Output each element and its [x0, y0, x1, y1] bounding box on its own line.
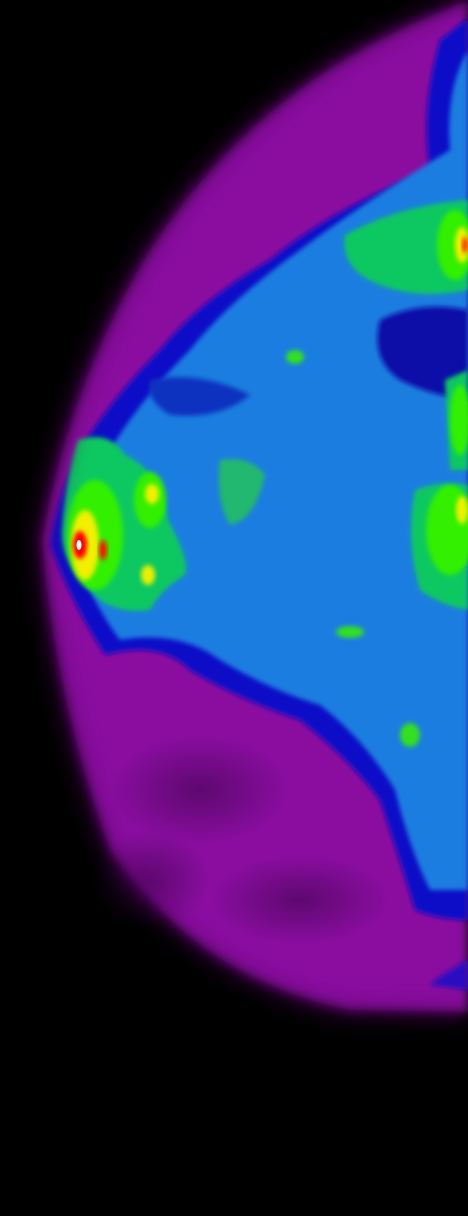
density-low-region — [430, 960, 468, 990]
density-higher-spot — [455, 227, 468, 263]
density-high-spot — [286, 350, 304, 364]
density-mid-region — [344, 200, 468, 294]
density-peak-spot — [462, 237, 468, 253]
tissue-edge-glow — [34, 0, 468, 1019]
density-max-spot — [76, 540, 82, 550]
shade-area — [110, 735, 290, 845]
shade-area — [210, 855, 390, 945]
density-high-spot — [450, 385, 468, 455]
density-high-spot — [400, 723, 420, 747]
density-higher-spot — [456, 496, 468, 524]
density-peak-spot — [99, 540, 107, 560]
density-low-streak — [149, 377, 250, 416]
density-high-spot — [437, 210, 468, 280]
density-higher-spot — [145, 484, 159, 504]
density-high-spot — [336, 626, 364, 638]
density-low-streak — [377, 306, 468, 400]
density-higher-spot — [141, 565, 155, 585]
density-mid-region — [218, 459, 265, 525]
